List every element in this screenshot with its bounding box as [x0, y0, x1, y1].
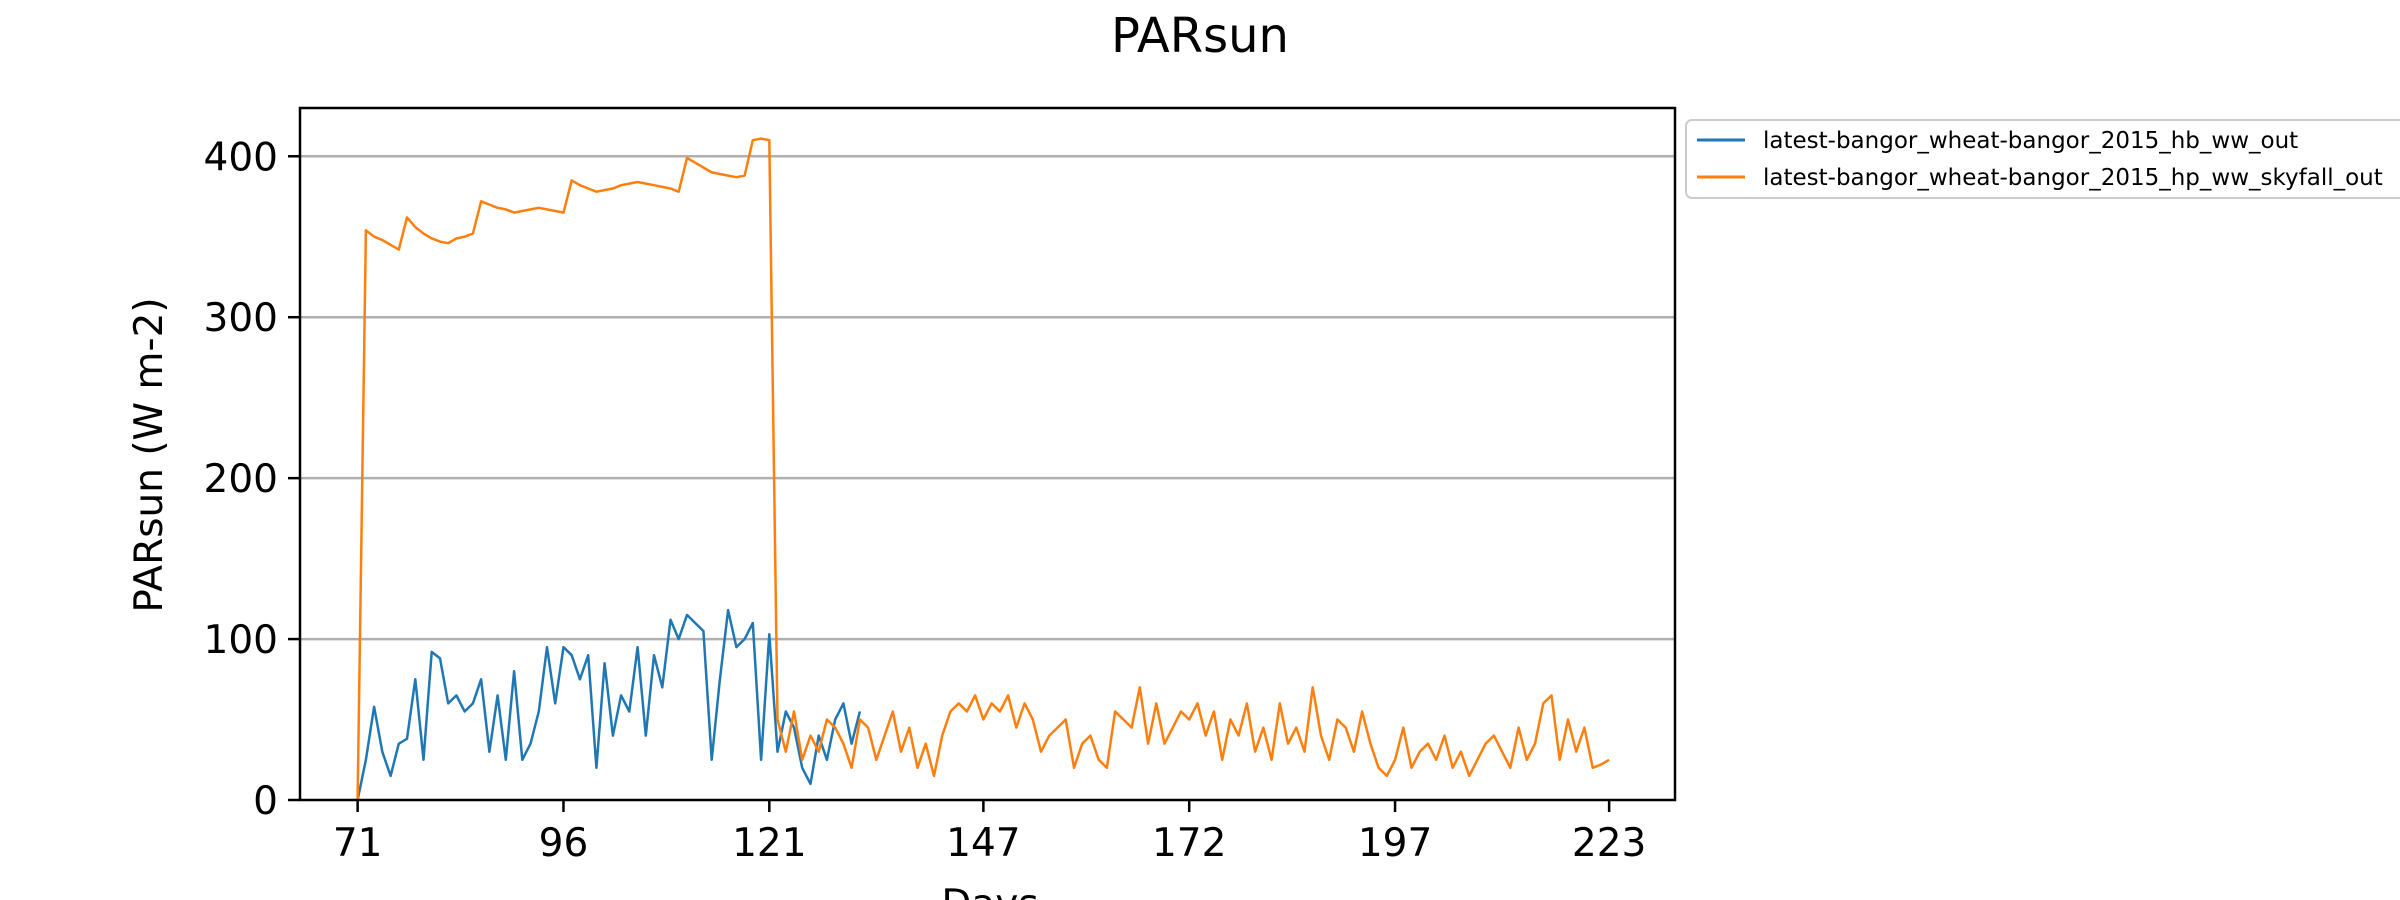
- x-axis-label: Days: [941, 882, 1038, 900]
- y-tick-label: 0: [253, 779, 278, 824]
- y-tick-label: 200: [204, 457, 278, 502]
- x-tick-label: 96: [539, 821, 589, 866]
- legend-label-hb: latest-bangor_wheat-bangor_2015_hb_ww_ou…: [1763, 128, 2298, 154]
- x-tick-label: 121: [732, 821, 806, 866]
- x-tick-label: 147: [946, 821, 1020, 866]
- legend-frame: [1685, 119, 2400, 199]
- y-tick-label: 300: [204, 296, 278, 341]
- axis-ticks: 0 100 200 300 400 71 96 121 147 172 197 223: [204, 135, 1647, 866]
- y-tick-label: 100: [204, 618, 278, 663]
- legend-label-hp: latest-bangor_wheat-bangor_2015_hp_ww_sk…: [1763, 165, 2383, 191]
- legend: latest-bangor_wheat-bangor_2015_hb_ww_ou…: [1685, 119, 2400, 199]
- plot-area-frame: [298, 106, 1677, 802]
- x-tick-label: 71: [333, 821, 383, 866]
- x-tick-label: 223: [1572, 821, 1646, 866]
- y-tick-label: 400: [204, 135, 278, 180]
- grid-lines: [300, 155, 1675, 641]
- series-line-0: [356, 608, 862, 801]
- series-line-1: [356, 137, 1610, 801]
- chart-title: PARsun: [1111, 8, 1289, 64]
- y-axis-label: PARsun (W m-2): [127, 297, 172, 612]
- x-tick-label: 197: [1358, 821, 1432, 866]
- x-tick-label: 172: [1152, 821, 1226, 866]
- series-lines: [356, 137, 1610, 801]
